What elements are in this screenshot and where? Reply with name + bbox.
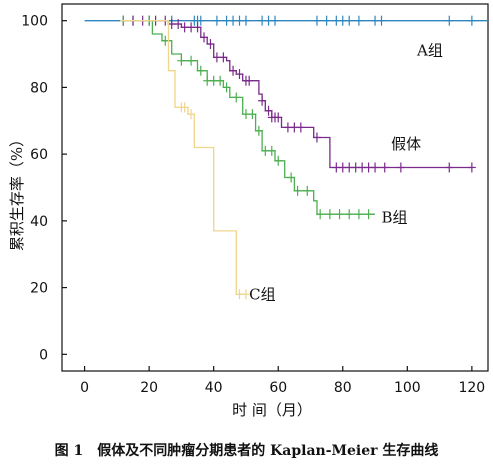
- censor-mark-group-a: [241, 15, 250, 26]
- censor-mark-group-a: [196, 15, 205, 26]
- censor-mark-group-a: [271, 15, 279, 26]
- censor-mark-group-b: [274, 155, 283, 166]
- survival-curve-group-c: [120, 20, 246, 295]
- y-tick-label: 40: [30, 214, 48, 230]
- curve-label: B组: [382, 209, 408, 227]
- censor-mark-prosthesis: [193, 22, 202, 33]
- x-tick-label: 40: [205, 380, 223, 396]
- censor-mark-group-b: [248, 109, 257, 120]
- censor-mark-prosthesis: [467, 162, 476, 173]
- censor-mark-group-b: [335, 209, 344, 220]
- x-axis-title: 时 间（月）: [232, 401, 312, 419]
- censor-mark-prosthesis: [258, 95, 267, 106]
- censor-mark-group-b: [316, 209, 325, 220]
- figure-caption: 图 1 假体及不同肿瘤分期患者的 Kaplan-Meier 生存曲线: [54, 443, 439, 459]
- censor-mark-prosthesis: [264, 105, 273, 116]
- y-tick-label: 80: [30, 80, 48, 96]
- x-tick-label: 60: [269, 380, 287, 396]
- censor-mark-group-a: [345, 15, 354, 26]
- censor-mark-prosthesis: [206, 39, 215, 50]
- x-tick-label: 20: [140, 380, 158, 396]
- km-chart: 0 20 40 60 80 100 0 20 40 60 80 100 120 时 间（月） 累积生存率（%…: [8, 3, 489, 419]
- y-tick-label: 100: [21, 14, 48, 30]
- censor-mark-group-a: [212, 15, 221, 26]
- censor-mark-group-a: [312, 15, 321, 26]
- censor-mark-prosthesis: [245, 75, 254, 86]
- curve-label: 假体: [391, 135, 421, 153]
- censor-mark-group-b: [287, 172, 296, 183]
- censor-mark-group-b: [303, 185, 312, 196]
- censor-mark-group-a: [377, 15, 386, 26]
- censor-mark-group-b: [267, 145, 276, 156]
- y-tick-label: 20: [30, 281, 48, 297]
- censor-mark-prosthesis: [229, 65, 238, 76]
- censor-mark-group-b: [187, 55, 196, 66]
- censor-mark-group-a: [445, 15, 454, 26]
- curve-label: C组: [249, 285, 275, 303]
- censor-mark-group-b: [177, 55, 186, 66]
- plot-frame: [61, 3, 489, 372]
- censor-mark-group-b: [222, 82, 231, 93]
- y-tick-label: 0: [39, 347, 48, 363]
- censor-mark-group-c: [180, 102, 189, 113]
- censor-mark-group-c: [187, 109, 196, 120]
- censor-mark-group-a: [354, 15, 363, 26]
- censor-mark-group-b: [354, 209, 363, 220]
- censor-mark-group-a: [467, 15, 476, 26]
- censor-mark-group-b: [345, 209, 354, 220]
- censor-mark-group-c: [241, 289, 250, 300]
- censor-mark-group-b: [325, 209, 334, 220]
- censor-mark-prosthesis: [380, 162, 389, 173]
- y-axis-title: 累积生存率（%）: [8, 132, 26, 251]
- censor-mark-prosthesis: [371, 162, 380, 173]
- censor-mark-group-b: [196, 65, 205, 76]
- x-tick-label: 80: [334, 380, 352, 396]
- censor-mark-prosthesis: [296, 122, 305, 133]
- censor-mark-prosthesis: [174, 19, 183, 30]
- censor-mark-prosthesis: [445, 162, 454, 173]
- survival-curve-group-b: [120, 20, 375, 215]
- censor-mark-group-b: [364, 209, 373, 220]
- censor-mark-group-b: [293, 185, 302, 196]
- censor-mark-prosthesis: [219, 52, 228, 63]
- censor-mark-group-b: [232, 92, 241, 103]
- x-tick-label: 0: [80, 380, 89, 396]
- censor-mark-prosthesis: [235, 69, 244, 80]
- censor-mark-prosthesis: [200, 32, 208, 43]
- censor-mark-group-b: [216, 75, 225, 86]
- censor-mark-prosthesis: [274, 112, 283, 123]
- censor-mark-group-b: [254, 125, 263, 136]
- censor-mark-prosthesis: [396, 162, 405, 173]
- x-tick-label: 100: [394, 380, 421, 396]
- censor-mark-prosthesis: [312, 132, 321, 143]
- censor-mark-group-a: [322, 15, 331, 26]
- x-tick-label: 120: [458, 380, 485, 396]
- curve-label: A组: [416, 42, 443, 60]
- y-tick-label: 60: [30, 147, 48, 163]
